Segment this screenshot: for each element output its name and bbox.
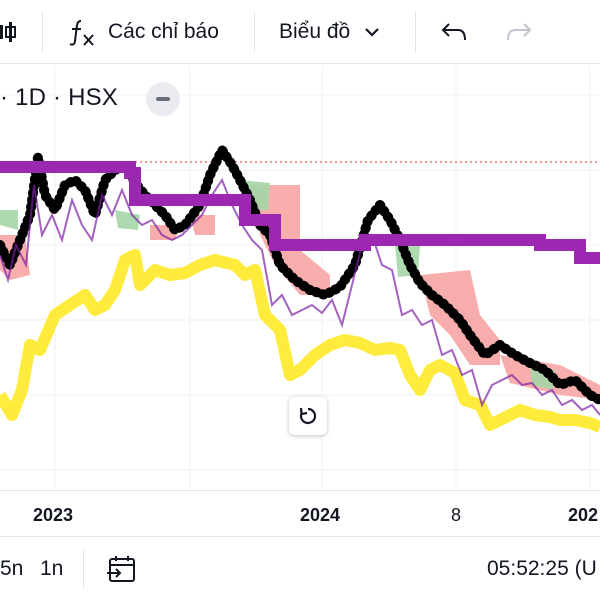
candle-style-icon[interactable] [0, 0, 22, 64]
bottom-separator [83, 549, 84, 589]
date-range-button[interactable] [106, 537, 138, 601]
chart-type-label: Biểu đồ [279, 20, 351, 43]
indicators-button[interactable]: Các chỉ báo [68, 0, 219, 64]
yellow-band [0, 249, 600, 433]
baseline-line [0, 161, 600, 264]
indicator-fx-icon [68, 17, 98, 47]
date-range-icon [106, 553, 138, 585]
toolbar-separator [254, 12, 255, 52]
minus-icon [156, 97, 170, 101]
time-axis-tick: 8 [451, 505, 462, 525]
range-1n-button[interactable]: 1n [40, 557, 64, 580]
toolbar-separator [42, 12, 43, 52]
chart-type-dropdown[interactable]: Biểu đồ [279, 0, 380, 64]
chart-toolbar: Các chỉ báo Biểu đồ [0, 0, 600, 64]
time-axis-tick: 202 [568, 505, 599, 525]
candle-noise [0, 177, 600, 416]
price-chart[interactable] [0, 65, 600, 490]
undo-icon [440, 21, 468, 43]
legend-collapse-button[interactable] [146, 82, 180, 116]
redo-icon [505, 21, 533, 43]
undo-button[interactable] [440, 0, 468, 64]
reset-zoom-icon [298, 406, 318, 426]
bottom-toolbar: 5n 1n 05:52:25 (U [0, 536, 600, 600]
clock-readout[interactable]: 05:52:25 (U [487, 557, 597, 580]
symbol-legend[interactable]: · 1D · HSX [0, 84, 119, 111]
time-axis[interactable]: 2023 2024 8 202 [0, 490, 600, 536]
reset-zoom-button[interactable] [289, 397, 327, 435]
range-5n-button[interactable]: 5n [0, 557, 24, 580]
redo-button[interactable] [505, 0, 533, 64]
time-axis-tick: 2023 [33, 505, 74, 525]
time-axis-tick: 2024 [300, 505, 341, 525]
chevron-down-icon [364, 26, 380, 38]
toolbar-separator [415, 12, 416, 52]
indicators-label: Các chỉ báo [108, 20, 219, 43]
